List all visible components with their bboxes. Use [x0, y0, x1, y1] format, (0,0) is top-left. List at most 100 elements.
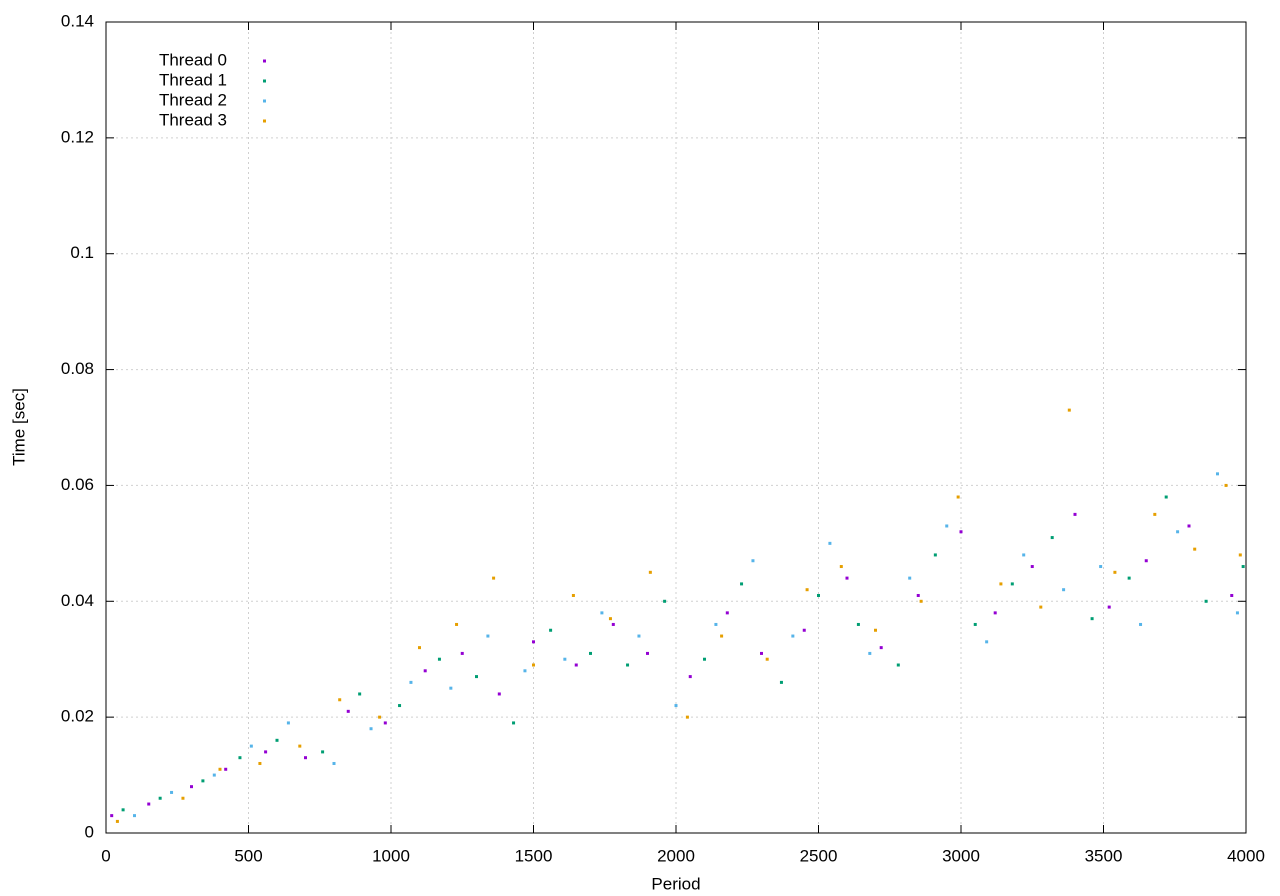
point [1022, 553, 1026, 557]
y-axis-label: Time [sec] [9, 388, 28, 466]
point [611, 622, 615, 626]
x-tick-label: 2500 [800, 846, 838, 865]
point [158, 796, 162, 800]
point [571, 593, 575, 597]
point [475, 675, 478, 679]
point [338, 698, 342, 702]
y-tick-label: 0.06 [61, 475, 94, 494]
point [1107, 605, 1111, 609]
point [802, 628, 806, 632]
point [648, 570, 652, 574]
point [497, 692, 501, 696]
point [1127, 576, 1131, 580]
point [999, 582, 1003, 586]
point [523, 669, 527, 673]
point [1030, 565, 1034, 569]
point [286, 721, 290, 725]
legend-label: Thread 1 [159, 70, 227, 89]
point [409, 680, 413, 684]
point [845, 576, 849, 580]
point [720, 634, 724, 638]
point [1153, 512, 1157, 516]
point [714, 622, 718, 626]
point [908, 576, 912, 580]
point [674, 704, 678, 708]
point [868, 651, 872, 655]
point [626, 663, 630, 667]
point [1144, 559, 1148, 563]
point [532, 663, 535, 667]
point [304, 756, 307, 760]
point [574, 663, 578, 667]
x-tick-label: 3000 [942, 846, 980, 865]
point [298, 744, 302, 748]
point [760, 651, 763, 655]
point [218, 767, 222, 771]
y-tick-label: 0.08 [61, 359, 94, 378]
point [258, 761, 262, 765]
point [170, 790, 174, 794]
point [945, 524, 949, 528]
point [817, 593, 820, 597]
point [321, 750, 325, 754]
x-axis-label: Period [651, 874, 700, 893]
point [1099, 565, 1103, 569]
point [688, 675, 692, 679]
point [959, 530, 963, 534]
point [1176, 530, 1180, 534]
point [147, 802, 151, 806]
x-tick-label: 1500 [515, 846, 553, 865]
point [1067, 408, 1071, 412]
point [133, 814, 136, 818]
point [765, 657, 769, 661]
point [1204, 599, 1208, 603]
point [791, 634, 795, 638]
legend-label: Thread 2 [159, 90, 227, 109]
y-tick-label: 0.04 [61, 591, 94, 610]
point [1010, 582, 1014, 586]
point [212, 773, 216, 777]
point [779, 680, 783, 684]
point [1139, 622, 1143, 626]
point [896, 663, 900, 667]
point [751, 559, 755, 563]
point [190, 785, 193, 789]
y-tick-label: 0.14 [61, 11, 94, 30]
point [238, 756, 242, 760]
point [460, 651, 464, 655]
point [646, 651, 649, 655]
point [993, 611, 997, 615]
point [224, 767, 228, 771]
x-tick-label: 1000 [372, 846, 410, 865]
point [1090, 617, 1094, 621]
point [532, 640, 535, 644]
point [418, 646, 421, 650]
point [600, 611, 604, 615]
y-tick-label: 0.1 [70, 243, 94, 262]
point [919, 599, 923, 603]
point [437, 657, 441, 661]
point [181, 796, 185, 800]
x-tick-label: 500 [234, 846, 262, 865]
point [249, 744, 253, 748]
point [449, 686, 453, 690]
y-tick-label: 0.02 [61, 707, 94, 726]
legend-swatch [263, 79, 266, 83]
point [121, 808, 125, 812]
point [828, 541, 832, 545]
point [346, 709, 350, 713]
point [874, 628, 877, 632]
point [1241, 565, 1245, 569]
point [1224, 483, 1228, 487]
point [608, 617, 612, 621]
point [879, 646, 883, 650]
legend-label: Thread 0 [159, 50, 227, 69]
point [589, 651, 592, 655]
y-tick-label: 0 [85, 822, 94, 841]
point [398, 704, 402, 708]
point [563, 657, 567, 661]
point [1238, 553, 1242, 557]
plot-border [105, 21, 1247, 834]
point [1193, 547, 1197, 551]
